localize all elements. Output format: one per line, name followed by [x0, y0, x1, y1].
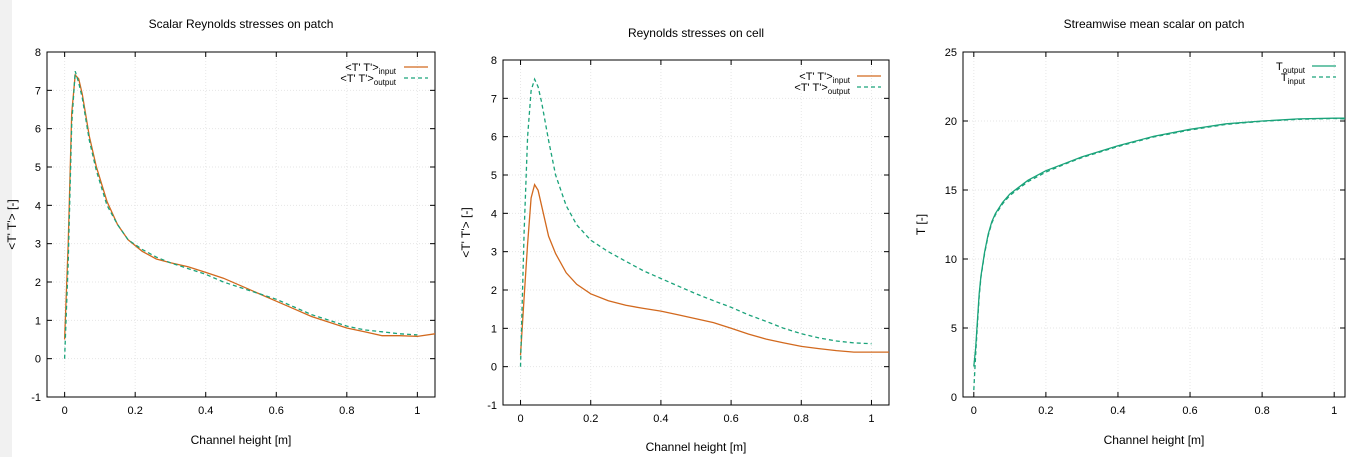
- legend-label-output: <T' T'>output: [794, 82, 850, 96]
- y-tick-label: 5: [491, 170, 497, 182]
- x-tick-label: 0.2: [128, 405, 143, 417]
- legend-label-input: Tinput: [1281, 72, 1306, 86]
- y-tick-label: 1: [35, 315, 41, 327]
- chart-title: Reynolds stresses on cell: [628, 26, 764, 40]
- y-tick-label: 2: [35, 277, 41, 289]
- x-tick-label: 0.8: [794, 413, 809, 425]
- series-line-output: [519, 77, 872, 367]
- left-edge-strip: [0, 0, 12, 457]
- x-tick-label: 0.6: [269, 405, 284, 417]
- legend-label-output: <T' T'>output: [340, 73, 396, 87]
- y-tick-label: -1: [31, 392, 41, 404]
- chart-1: 0 0.2 0.4 0.6 0.8 1 -1 0 1 2 3 4 5 6 7 8 Scalar Reynolds…: [5, 17, 436, 447]
- y-tick-label: -1: [487, 400, 497, 412]
- x-tick-label: 0.8: [339, 405, 354, 417]
- x-tick-label: 0.6: [723, 413, 738, 425]
- x-tick-label: 0.4: [1110, 405, 1125, 417]
- y-tick-label: 10: [945, 254, 957, 266]
- x-axis-label: Channel height [m]: [191, 433, 292, 447]
- y-tick-label: 25: [945, 47, 957, 59]
- y-tick-label: 8: [491, 55, 497, 67]
- y-tick-label: 5: [35, 162, 41, 174]
- x-tick-label: 1: [868, 413, 874, 425]
- y-tick-label: 8: [35, 47, 41, 59]
- x-tick-label: 0.8: [1254, 405, 1269, 417]
- chart-title: Scalar Reynolds stresses on patch: [149, 17, 334, 31]
- y-tick-label: 4: [35, 200, 41, 212]
- x-axis-label: Channel height [m]: [1104, 433, 1205, 447]
- y-tick-label: 2: [491, 285, 497, 297]
- y-axis-label: <T' T'> [-]: [459, 207, 473, 257]
- y-tick-label: 0: [35, 354, 41, 366]
- y-tick-label: 20: [945, 116, 957, 128]
- chart-title: Streamwise mean scalar on patch: [1064, 17, 1245, 31]
- x-tick-label: 0: [971, 405, 977, 417]
- y-tick-label: 0: [491, 362, 497, 374]
- y-axis-label: T [-]: [914, 214, 928, 235]
- legend-label-input: <T' T'>input: [345, 62, 396, 76]
- y-tick-label: 0: [951, 392, 957, 404]
- y-tick-label: 4: [491, 208, 497, 220]
- y-tick-label: 3: [491, 247, 497, 259]
- y-tick-label: 7: [491, 93, 497, 105]
- y-tick-label: 15: [945, 185, 957, 197]
- x-tick-label: 0: [517, 413, 523, 425]
- plot-frame: [502, 59, 890, 406]
- series-line-input: [973, 117, 1345, 391]
- y-tick-label: 6: [491, 132, 497, 144]
- series-line-output: [973, 117, 1345, 367]
- series-line-input: [63, 73, 435, 340]
- y-tick-label: 5: [951, 323, 957, 335]
- series-line-input: [519, 182, 889, 356]
- x-tick-label: 0.6: [1182, 405, 1197, 417]
- plot-frame: [46, 51, 436, 398]
- series-line-output: [63, 71, 418, 359]
- x-tick-label: 1: [414, 405, 420, 417]
- x-tick-label: 0.2: [583, 413, 598, 425]
- legend-label-input: <T' T'>input: [799, 71, 850, 85]
- chart-2: 0 0.2 0.4 0.6 0.8 1 -1 0 1 2 3 4 5 6 7 8 Reynolds stress…: [459, 26, 890, 454]
- y-axis-label: <T' T'> [-]: [5, 199, 19, 249]
- y-tick-label: 6: [35, 124, 41, 136]
- x-tick-label: 0.4: [653, 413, 668, 425]
- y-tick-label: 3: [35, 239, 41, 251]
- x-tick-label: 0: [62, 405, 68, 417]
- x-tick-label: 0.4: [198, 405, 213, 417]
- legend-label-output: Toutput: [1276, 61, 1306, 75]
- y-tick-label: 1: [491, 323, 497, 335]
- x-axis-label: Channel height [m]: [646, 440, 747, 454]
- y-tick-label: 7: [35, 85, 41, 97]
- x-tick-label: 1: [1331, 405, 1337, 417]
- x-tick-label: 0.2: [1038, 405, 1053, 417]
- plot-frame: [962, 51, 1346, 398]
